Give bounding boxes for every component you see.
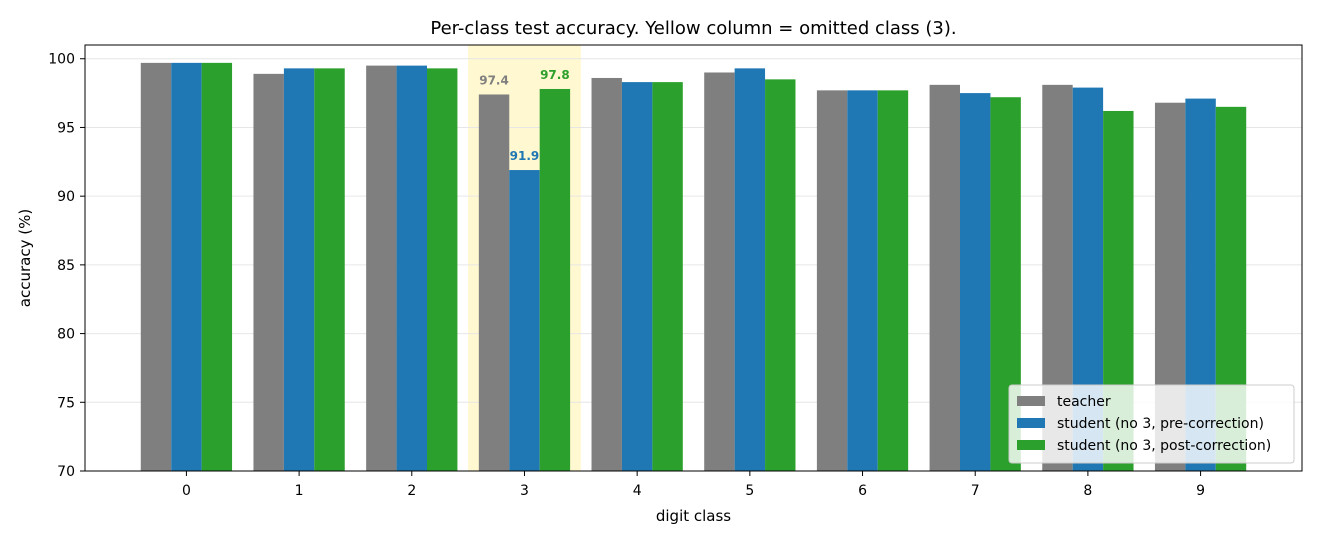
x-axis-label: digit class [656, 507, 731, 525]
bar-series-0-class-4 [591, 77, 622, 471]
bar-series-1-class-4 [621, 82, 653, 472]
legend-entry: teacher [1057, 394, 1111, 410]
bar-series-2-class-6 [877, 90, 909, 471]
legend-swatch [1017, 440, 1045, 450]
y-tick-label: 70 [57, 464, 75, 480]
x-tick-label: 9 [1196, 483, 1205, 499]
bar-series-2-class-5 [765, 79, 796, 472]
x-tick-label: 6 [858, 483, 867, 499]
bar-series-1-class-2 [396, 65, 427, 471]
x-tick-label: 0 [182, 483, 191, 499]
y-tick-label: 100 [48, 52, 75, 68]
bar-series-0-class-1 [253, 73, 284, 471]
bar-series-0-class-7 [929, 84, 961, 471]
data-label-series-2: 97.8 [540, 68, 570, 82]
x-tick-label: 8 [1083, 483, 1092, 499]
data-label-series-1: 91.9 [510, 149, 540, 163]
chart-title: Per-class test accuracy. Yellow column =… [430, 18, 956, 39]
bar-series-1-class-5 [734, 68, 766, 471]
x-tick-label: 2 [407, 483, 416, 499]
legend: teacher student (no 3, pre-correction) stu… [1008, 384, 1295, 464]
y-tick-label: 80 [57, 327, 75, 343]
y-tick-label: 85 [57, 258, 75, 274]
bar-series-1-class-1 [283, 68, 315, 471]
bar-series-2-class-2 [426, 68, 458, 471]
legend-swatch [1017, 418, 1045, 428]
x-tick-label: 7 [971, 483, 980, 499]
x-tick-label: 3 [520, 483, 529, 499]
y-tick-label: 90 [57, 189, 75, 205]
bar-series-0-class-3 [478, 94, 510, 471]
bar-series-1-class-6 [847, 90, 878, 471]
legend-entry: student (no 3, post-correction) [1057, 438, 1271, 454]
x-tick-label: 1 [295, 483, 304, 499]
data-label-series-0: 97.4 [479, 73, 509, 87]
bar-series-0-class-6 [816, 90, 848, 471]
legend-swatch [1017, 396, 1045, 406]
bar-series-2-class-4 [652, 82, 683, 472]
x-tick-label: 5 [745, 483, 754, 499]
y-tick-label: 75 [57, 395, 75, 411]
bar-series-1-class-0 [171, 62, 202, 472]
bar-series-0-class-5 [704, 72, 735, 471]
legend-box [1008, 384, 1295, 464]
x-tick-label: 4 [633, 483, 642, 499]
bar-series-2-class-1 [314, 68, 345, 471]
legend-entry: student (no 3, pre-correction) [1057, 416, 1264, 432]
bar-series-1-class-3 [509, 170, 540, 471]
bar-series-2-class-0 [201, 62, 233, 472]
y-tick-label: 95 [57, 120, 75, 136]
bar-series-1-class-7 [960, 93, 991, 471]
bar-series-2-class-3 [539, 88, 571, 472]
y-axis-label: accuracy (%) [16, 209, 34, 307]
bar-series-0-class-0 [140, 62, 172, 472]
bar-series-0-class-2 [366, 65, 397, 471]
plot-frame [84, 44, 1303, 472]
